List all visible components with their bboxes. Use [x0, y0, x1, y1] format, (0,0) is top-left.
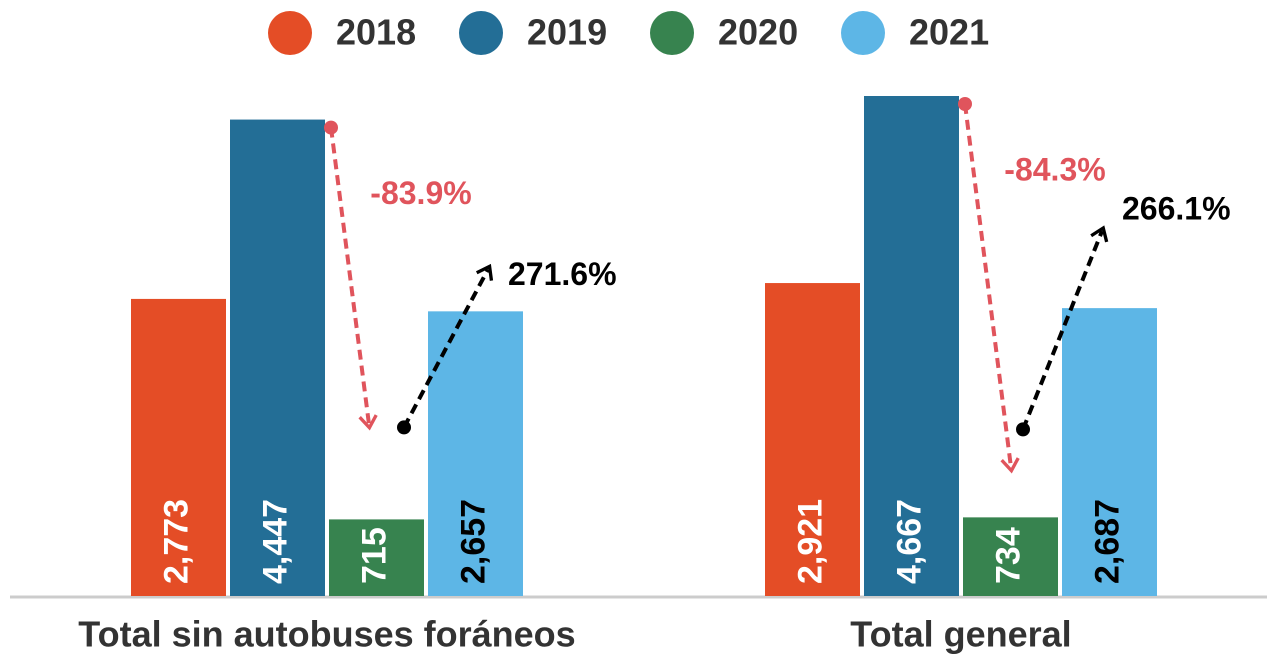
annotation-arrow	[963, 103, 1020, 474]
x-tick-label: Total general	[850, 614, 1071, 655]
x-tick-label: Total sin autobuses foráneos	[78, 614, 575, 655]
annotation-arrow	[1021, 225, 1109, 431]
annotation-arrow	[402, 263, 494, 429]
annotation-label: 266.1%	[1122, 191, 1231, 227]
value-label: 2,921	[791, 499, 829, 584]
value-label: 2,773	[157, 499, 195, 584]
bar	[428, 311, 523, 596]
legend-label: 2019	[527, 12, 607, 53]
legend-swatch	[841, 11, 885, 55]
annotation-label: -84.3%	[1004, 151, 1105, 187]
bar	[329, 519, 424, 596]
bar	[230, 119, 325, 596]
annotation-arrow	[329, 127, 378, 431]
legend-label: 2021	[909, 12, 989, 53]
legend-label: 2020	[718, 12, 798, 53]
value-label: 2,687	[1088, 499, 1126, 584]
value-label: 4,447	[256, 499, 294, 584]
value-label: 715	[355, 527, 393, 584]
bar	[864, 96, 959, 596]
value-label: 4,667	[890, 499, 928, 584]
value-label: 2,657	[454, 499, 492, 584]
value-label: 734	[989, 527, 1027, 584]
bar	[765, 283, 860, 596]
bar	[131, 298, 226, 596]
legend-label: 2018	[336, 12, 416, 53]
legend-swatch	[650, 11, 694, 55]
bar	[1062, 308, 1157, 596]
bar	[963, 517, 1058, 596]
legend-swatch	[268, 11, 312, 55]
annotation-label: -83.9%	[370, 175, 471, 211]
annotation-label: 271.6%	[508, 256, 617, 292]
legend-swatch	[459, 11, 503, 55]
